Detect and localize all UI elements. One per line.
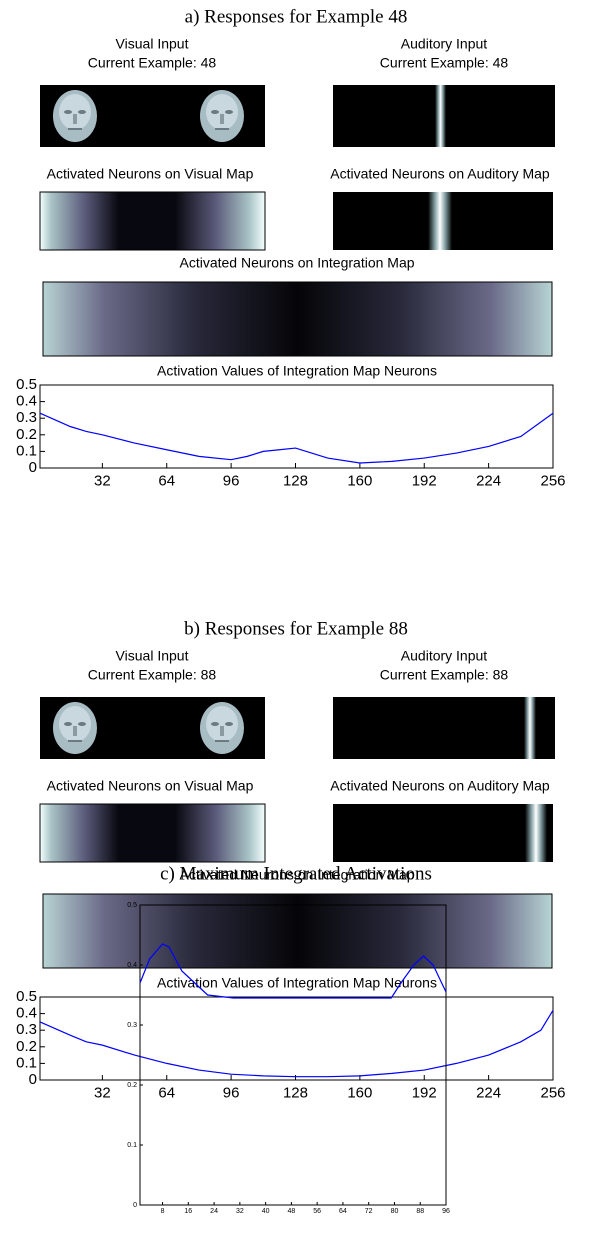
y-tick-label: 0.2 <box>16 1038 37 1055</box>
x-tick-label: 96 <box>442 1208 450 1215</box>
plot-title: Activation Values of Integration Map Neu… <box>157 363 437 379</box>
y-tick-label: 0.1 <box>16 442 37 459</box>
auditory-example: Current Example: 88 <box>380 667 509 683</box>
y-tick-label: 0 <box>29 1071 37 1088</box>
data-line <box>40 1010 553 1076</box>
x-tick-label: 160 <box>347 1084 372 1101</box>
x-tick-label: 80 <box>391 1208 399 1215</box>
y-tick-label: 0.4 <box>127 962 137 969</box>
auditory-map-title: Activated Neurons on Auditory Map <box>330 166 550 182</box>
auditory-stimulus <box>524 697 536 759</box>
x-tick-label: 96 <box>223 472 240 489</box>
face <box>200 90 244 142</box>
x-tick-label: 256 <box>540 1084 565 1101</box>
auditory-title: Auditory Input <box>401 648 487 664</box>
face <box>53 702 97 754</box>
auditory-map-activation <box>525 804 547 862</box>
y-tick-label: 0.2 <box>127 1082 137 1089</box>
x-tick-label: 32 <box>94 1084 111 1101</box>
x-tick-label: 128 <box>283 472 308 489</box>
x-tick-label: 64 <box>339 1208 347 1215</box>
figure: a) Responses for Example 48 Visual Input… <box>0 0 593 1249</box>
x-tick-label: 32 <box>236 1208 244 1215</box>
x-tick-label: 56 <box>313 1208 321 1215</box>
panel-heading: b) Responses for Example 88 <box>184 618 408 639</box>
visual-title: Visual Input <box>116 648 189 664</box>
x-tick-label: 256 <box>540 472 565 489</box>
visual-example: Current Example: 48 <box>88 55 217 71</box>
auditory-map-title: Activated Neurons on Auditory Map <box>330 778 550 794</box>
plot-area <box>40 385 553 468</box>
x-tick-label: 160 <box>347 472 372 489</box>
x-tick-label: 64 <box>158 472 175 489</box>
data-line <box>40 413 553 463</box>
x-tick-label: 192 <box>412 472 437 489</box>
y-tick-label: 0.3 <box>127 1022 137 1029</box>
integration-map-title: Activated Neurons on Integration Map <box>179 255 414 271</box>
plot-title: Activation Values of Integration Map Neu… <box>157 975 437 991</box>
y-tick-label: 0.5 <box>127 902 137 909</box>
visual-example: Current Example: 88 <box>88 667 217 683</box>
y-tick-label: 0.3 <box>16 409 37 426</box>
y-tick-label: 0.2 <box>16 426 37 443</box>
x-tick-label: 16 <box>184 1208 192 1215</box>
plot-area <box>40 997 553 1080</box>
integration-map <box>43 282 552 356</box>
y-tick-label: 0 <box>133 1202 137 1209</box>
x-tick-label: 32 <box>94 472 111 489</box>
visual-map <box>40 804 265 862</box>
x-tick-label: 40 <box>262 1208 270 1215</box>
y-tick-label: 0.4 <box>16 1005 37 1022</box>
x-tick-label: 192 <box>412 1084 437 1101</box>
y-tick-label: 0.5 <box>16 376 37 393</box>
visual-map <box>40 192 265 250</box>
x-tick-label: 128 <box>283 1084 308 1101</box>
y-tick-label: 0 <box>29 459 37 476</box>
x-tick-label: 72 <box>365 1208 373 1215</box>
x-tick-label: 24 <box>210 1208 218 1215</box>
panel-heading: a) Responses for Example 48 <box>185 6 408 27</box>
auditory-stimulus <box>435 85 446 147</box>
x-tick-label: 64 <box>158 1084 175 1101</box>
x-tick-label: 96 <box>223 1084 240 1101</box>
panel: a) Responses for Example 48 Visual Input… <box>40 6 555 378</box>
x-tick-label: 8 <box>161 1208 165 1215</box>
x-tick-label: 224 <box>476 1084 501 1101</box>
y-tick-label: 0.1 <box>16 1054 37 1071</box>
auditory-example: Current Example: 48 <box>380 55 509 71</box>
auditory-map-activation <box>428 192 452 250</box>
face <box>200 702 244 754</box>
x-tick-label: 88 <box>416 1208 424 1215</box>
y-tick-label: 0.3 <box>16 1021 37 1038</box>
y-tick-label: 0.4 <box>16 393 37 410</box>
panel-heading: c) Maximum Integrated Activations <box>160 863 432 884</box>
x-tick-label: 48 <box>287 1208 295 1215</box>
visual-map-title: Activated Neurons on Visual Map <box>47 778 254 794</box>
face <box>53 90 97 142</box>
y-tick-label: 0.1 <box>127 1142 137 1149</box>
visual-map-title: Activated Neurons on Visual Map <box>47 166 254 182</box>
panel: b) Responses for Example 88 Visual Input… <box>40 618 555 990</box>
auditory-title: Auditory Input <box>401 36 487 52</box>
auditory-input <box>333 697 555 759</box>
x-tick-label: 224 <box>476 472 501 489</box>
visual-title: Visual Input <box>116 36 189 52</box>
auditory-map <box>333 804 553 862</box>
y-tick-label: 0.5 <box>16 988 37 1005</box>
